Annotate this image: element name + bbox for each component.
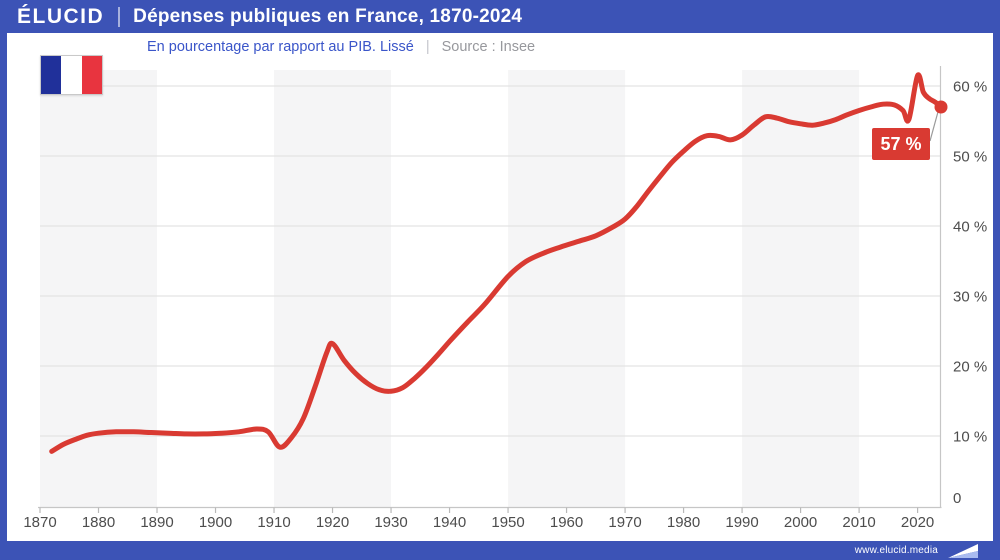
x-tick-label: 1900 [199,514,232,531]
subtitle-divider: | [425,38,430,55]
y-tick-label: 10 % [953,429,987,446]
x-tick-label: 1970 [608,514,641,531]
x-tick-label: 1980 [667,514,700,531]
chart-subtitle: En pourcentage par rapport au PIB. Lissé [147,38,414,55]
header-divider [118,6,121,27]
footer-bar: www.elucid.media [0,541,1000,560]
flag-white-stripe [61,56,82,94]
x-tick-label: 1870 [23,514,56,531]
y-axis-labels: 0 10 % 20 % 30 % 40 % 50 % 60 % [953,79,987,508]
page-border-right [993,0,1000,560]
x-axis-labels: 1870 1880 1890 1900 1910 1920 1930 1940 1950 1960… [23,507,934,531]
flag-red-stripe [81,56,102,94]
x-tick-label: 1930 [374,514,407,531]
x-tick-label: 1950 [491,514,524,531]
page-border-left [0,0,7,560]
value-callout: 57 % [872,128,930,160]
y-tick-label: 50 % [953,149,987,166]
brand-logo: ÉLUCID [17,4,105,28]
x-tick-label: 2020 [901,514,934,531]
chart-line [49,72,944,454]
x-tick-label: 1960 [550,514,583,531]
callout-connector [929,109,940,142]
x-tick-label: 1940 [433,514,466,531]
decade-band [742,70,860,508]
subheader-row: En pourcentage par rapport au PIB. Lissé… [147,33,535,60]
x-tick-label: 1910 [257,514,290,531]
header-bar: ÉLUCID Dépenses publiques en France, 187… [0,0,1000,33]
y-tick-label: 0 [953,490,961,507]
decade-band [40,70,158,508]
flag-blue-stripe [41,56,62,94]
x-tick-label: 2010 [842,514,875,531]
x-tick-label: 1990 [725,514,758,531]
y-tick-label: 60 % [953,79,987,96]
elucid-flag-icon [948,544,978,558]
y-tick-label: 30 % [953,289,987,306]
page-title: Dépenses publiques en France, 1870-2024 [133,5,523,27]
chart-end-dot [934,100,948,114]
x-tick-label: 1890 [140,514,173,531]
y-tick-label: 20 % [953,359,987,376]
x-tick-label: 1920 [316,514,349,531]
y-tick-label: 40 % [953,219,987,236]
x-tick-label: 2000 [784,514,817,531]
decade-band [508,70,626,508]
chart-axes [38,66,942,509]
source-note: Source : Insee [441,38,536,55]
france-flag-icon [40,55,103,95]
decade-band [274,70,392,508]
website-url: www.elucid.media [854,545,938,556]
x-tick-label: 1880 [82,514,115,531]
